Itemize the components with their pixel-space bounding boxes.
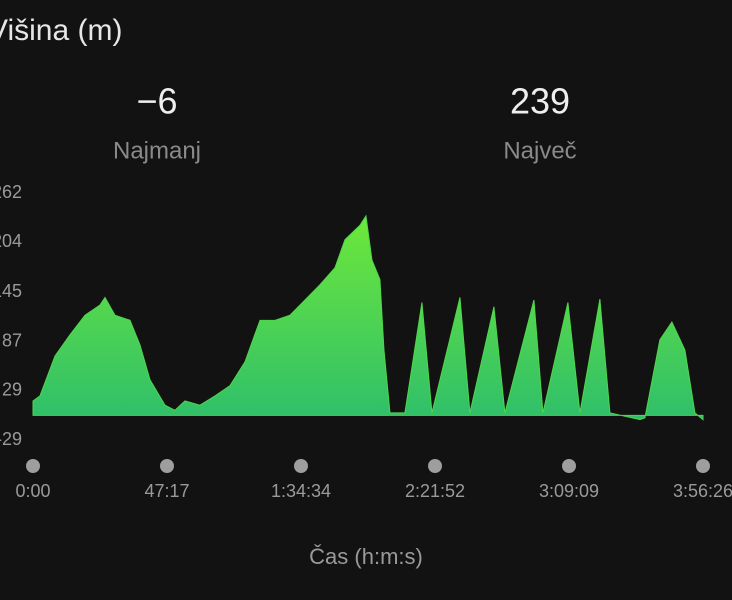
stat-value: −6 xyxy=(136,81,177,122)
y-tick-label: 262 xyxy=(0,182,22,202)
y-tick-label: -29 xyxy=(0,429,22,449)
x-tick-label: 2:21:52 xyxy=(405,481,465,501)
stat-value: 239 xyxy=(510,81,570,122)
chart-title: Višina (m) xyxy=(0,14,122,47)
x-tick-dot xyxy=(159,459,174,473)
x-tick-label: 1:34:34 xyxy=(271,481,331,501)
stat-label: Najmanj xyxy=(113,137,201,164)
x-tick-label: 0:00 xyxy=(15,481,50,501)
stat-label: Največ xyxy=(503,137,576,164)
x-tick-dot xyxy=(696,459,710,473)
x-tick-label: 47:17 xyxy=(144,481,189,501)
x-tick-dot xyxy=(26,459,40,473)
x-tick-dot xyxy=(428,459,443,473)
x-tick-label: 3:56:26 xyxy=(673,481,732,501)
x-tick-dot xyxy=(293,459,308,473)
y-tick-label: 204 xyxy=(0,231,22,251)
x-tick-dot xyxy=(562,459,577,473)
y-tick-label: 145 xyxy=(0,281,22,301)
y-tick-label: 87 xyxy=(2,330,22,350)
y-tick-label: 29 xyxy=(2,380,22,400)
x-axis-label: Čas (h:m:s) xyxy=(309,544,423,569)
area xyxy=(32,214,704,421)
x-tick-label: 3:09:09 xyxy=(539,481,599,501)
